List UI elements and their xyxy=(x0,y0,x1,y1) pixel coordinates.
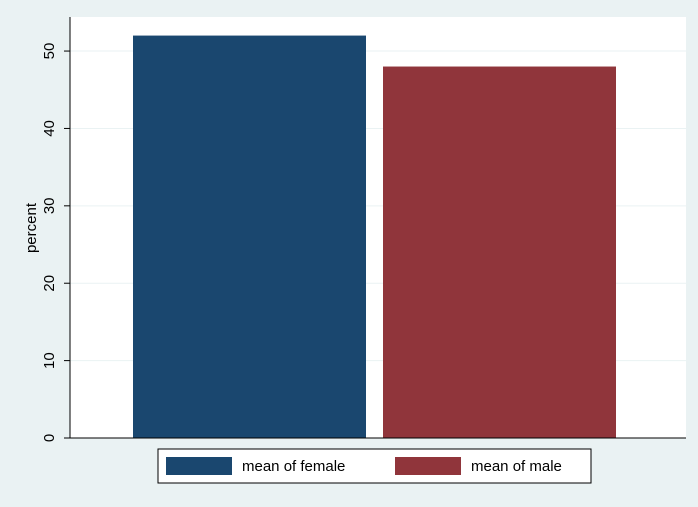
y-tick-label: 20 xyxy=(41,275,58,292)
legend-swatch xyxy=(395,457,461,475)
legend-label: mean of male xyxy=(471,458,562,475)
y-tick-label: 10 xyxy=(41,352,58,369)
y-axis-label: percent xyxy=(23,202,40,253)
y-tick-label: 30 xyxy=(41,197,58,214)
legend-swatch xyxy=(166,457,232,475)
y-tick-label: 50 xyxy=(41,43,58,60)
bar xyxy=(133,35,366,439)
legend-label: mean of female xyxy=(242,458,345,475)
bar xyxy=(383,66,616,438)
y-tick-label: 0 xyxy=(41,434,58,442)
y-tick-label: 40 xyxy=(41,120,58,137)
